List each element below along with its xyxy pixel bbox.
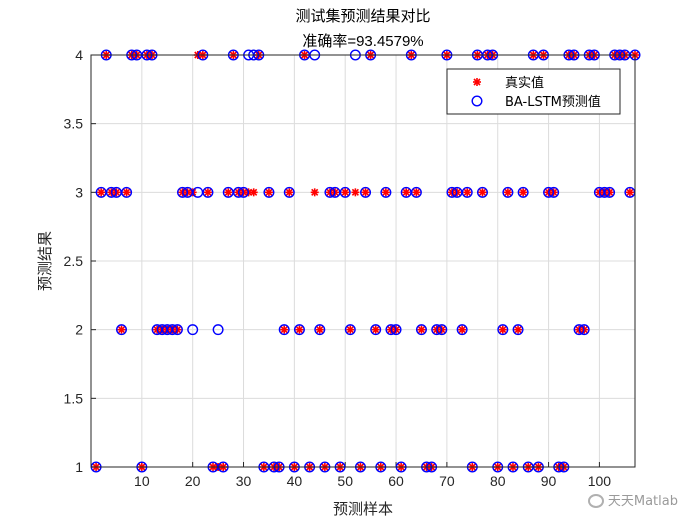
wechat-icon (588, 494, 604, 508)
x-tick-label: 20 (185, 473, 201, 489)
true-value-point (478, 188, 486, 196)
y-tick-label: 3.5 (64, 116, 84, 132)
true-value-point (519, 188, 527, 196)
y-tick-label: 1.5 (64, 390, 84, 406)
x-tick-label: 70 (439, 473, 455, 489)
y-tick-label: 2 (75, 322, 83, 338)
chart-title: 测试集预测结果对比 (295, 7, 430, 25)
legend-label-true: 真实值 (505, 75, 544, 91)
x-tick-label: 100 (588, 473, 612, 489)
true-value-point (280, 326, 288, 334)
legend: 真实值 BA-LSTM预测值 (447, 69, 620, 114)
true-value-point (341, 188, 349, 196)
true-value-point (250, 188, 258, 196)
true-value-point (463, 188, 471, 196)
x-tick-label: 50 (337, 473, 353, 489)
y-tick-label: 4 (75, 47, 83, 63)
true-value-point (499, 326, 507, 334)
true-value-point (514, 326, 522, 334)
true-value-point (412, 188, 420, 196)
true-value-point (402, 188, 410, 196)
true-value-point (372, 326, 380, 334)
true-value-point (265, 188, 273, 196)
true-value-point (417, 326, 425, 334)
true-value-point (97, 188, 105, 196)
true-value-point (626, 188, 634, 196)
true-value-point (346, 326, 354, 334)
true-value-point (295, 326, 303, 334)
true-value-point (316, 326, 324, 334)
watermark: 天天Matlab (588, 490, 678, 509)
x-tick-label: 40 (287, 473, 303, 489)
true-value-point (362, 188, 370, 196)
y-axis-label: 预测结果 (36, 231, 54, 291)
legend-marker-true (473, 78, 481, 86)
true-value-point (458, 326, 466, 334)
true-value-point (123, 188, 131, 196)
x-tick-label: 30 (236, 473, 252, 489)
true-value-point (118, 326, 126, 334)
chart-subtitle: 准确率=93.4579% (302, 33, 423, 50)
true-value-point (285, 188, 293, 196)
x-tick-label: 80 (490, 473, 506, 489)
true-value-point (504, 188, 512, 196)
true-value-point (351, 188, 359, 196)
x-tick-label: 10 (134, 473, 150, 489)
true-value-point (204, 188, 212, 196)
true-value-point (311, 188, 319, 196)
y-tick-label: 1 (75, 459, 83, 475)
y-tick-label: 2.5 (64, 253, 84, 269)
legend-label-pred: BA-LSTM预测值 (505, 94, 601, 110)
watermark-text: 天天Matlab (608, 494, 678, 509)
x-tick-label: 60 (388, 473, 404, 489)
x-tick-label: 90 (541, 473, 557, 489)
true-value-point (382, 188, 390, 196)
true-value-point (224, 188, 232, 196)
x-axis-label: 预测样本 (333, 500, 393, 518)
y-tick-label: 3 (75, 184, 83, 200)
